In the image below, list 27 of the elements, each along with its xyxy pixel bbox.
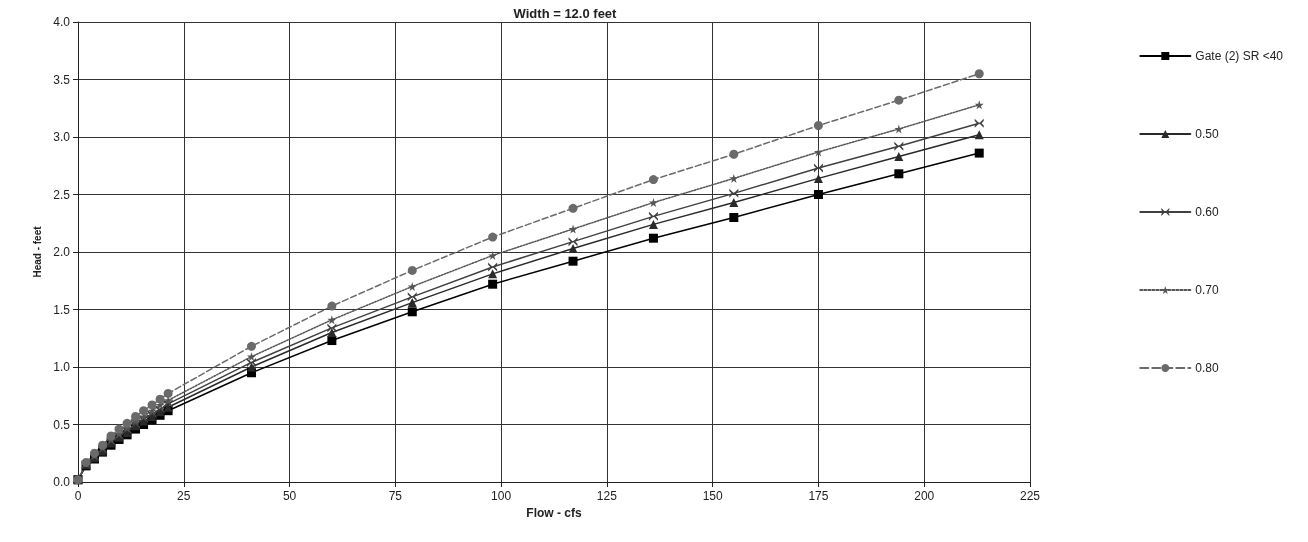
y-tick-label: 0.5 [53, 417, 71, 432]
y-tick-label: 3.0 [53, 130, 71, 144]
y-tick-label: 2.5 [53, 187, 71, 202]
y-tick-label: 1.5 [53, 302, 71, 317]
x-tick-label: 125 [596, 489, 618, 503]
x-tick-label: 0 [74, 489, 82, 503]
legend-label: 0.80 [1195, 361, 1219, 375]
legend-label: 0.70 [1195, 283, 1219, 297]
y-tick-label: 2.0 [53, 245, 71, 259]
legend-label: 0.50 [1195, 127, 1219, 141]
x-tick-label: 200 [914, 489, 935, 503]
x-tick-label: 75 [388, 489, 403, 503]
legend-label: Gate (2) SR <40 [1195, 49, 1284, 63]
x-tick-label: 50 [282, 489, 297, 503]
legend-label: 0.60 [1195, 205, 1219, 219]
x-tick-label: 175 [808, 489, 829, 503]
y-tick-label: 4.0 [53, 15, 71, 29]
x-tick-label: 25 [177, 489, 191, 503]
chart-title: Width = 12.0 feet [513, 6, 618, 21]
y-tick-label: 3.5 [53, 72, 71, 87]
y-axis-title: Head - feet [31, 225, 43, 278]
x-axis-title: Flow - cfs [526, 505, 582, 520]
x-tick-label: 100 [491, 489, 512, 503]
x-tick-label: 225 [1019, 489, 1041, 503]
y-tick-label: 0.0 [53, 475, 71, 489]
x-tick-label: 150 [702, 489, 723, 503]
y-tick-label: 1.0 [53, 360, 71, 374]
